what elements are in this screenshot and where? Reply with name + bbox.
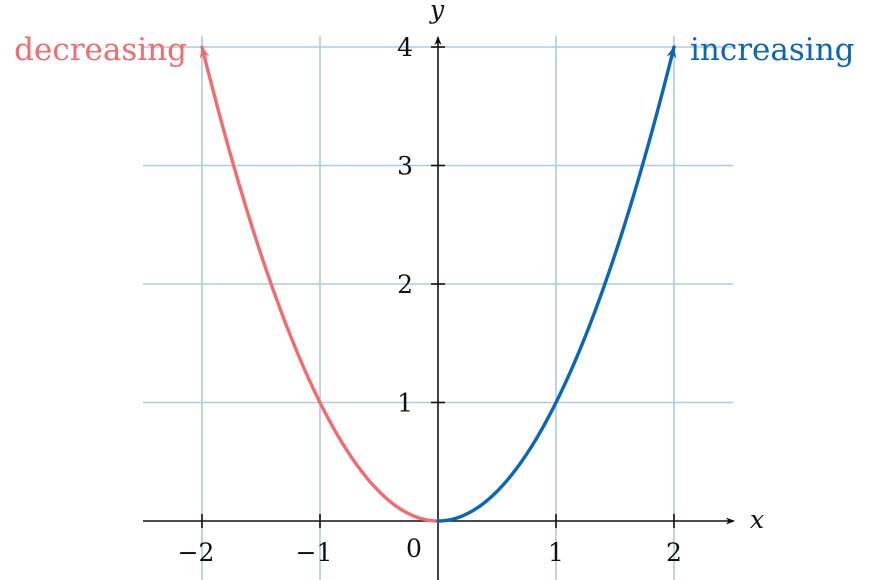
series-line-decreasing (199, 45, 440, 523)
plot-area (199, 45, 677, 523)
y-tick-label: 2 (397, 270, 413, 299)
y-tick-label: 3 (397, 152, 413, 181)
y-tick-label: 4 (397, 33, 413, 62)
y-axis-title: y (429, 0, 445, 24)
x-tick-label: −2 (178, 538, 215, 567)
x-tick-label: 2 (666, 538, 682, 567)
y-tick-label: 1 (397, 389, 413, 418)
axes (143, 36, 735, 580)
series-label-increasing: increasing (690, 32, 855, 68)
labels: −2 −1 1 2 1 2 3 4 0 x y decreasing increasing (14, 0, 854, 567)
origin-label: 0 (406, 534, 422, 563)
x-tick-label: 1 (548, 538, 564, 567)
series-line-increasing (436, 45, 677, 523)
x-tick-label: −1 (296, 538, 333, 567)
series-label-decreasing: decreasing (14, 32, 187, 68)
x-axis-title: x (750, 505, 764, 534)
